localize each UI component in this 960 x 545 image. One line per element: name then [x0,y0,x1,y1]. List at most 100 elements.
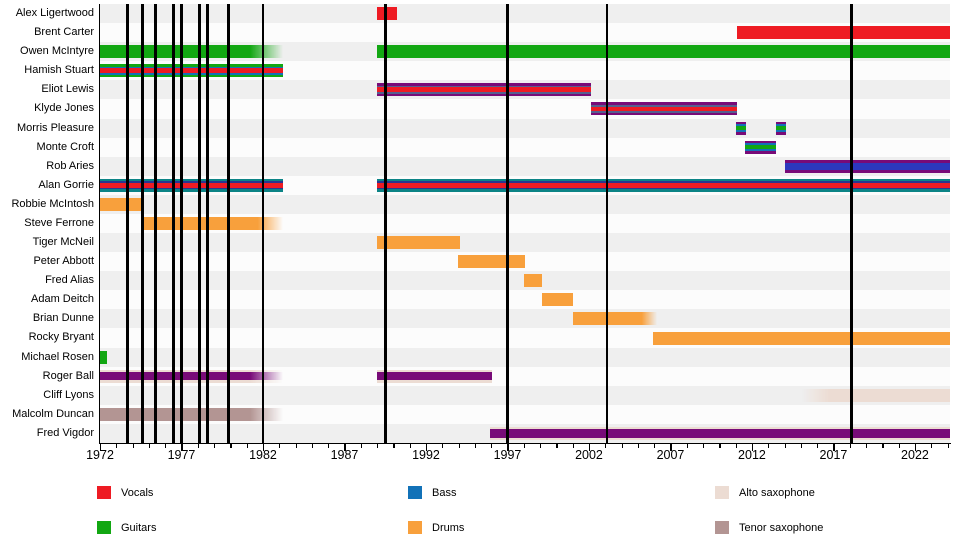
axis-minor-tick [540,444,542,448]
member-label: Malcolm Duncan [12,407,94,420]
axis-minor-tick [572,444,574,448]
row-background [100,309,950,329]
axis-year-label: 1987 [330,448,359,462]
instrument-stripe-alto [489,426,950,430]
instrument-stripe-keyboards [744,140,777,144]
studio-album-line [261,4,265,443]
legend-column: BassDrumsTrumpet [408,484,473,537]
member-bar [100,369,283,383]
instrument-stripe-vocals [100,68,283,74]
row-background [100,61,950,81]
instrument-stripe-vocals [590,106,738,112]
legend-item: Drums [408,519,473,537]
instrument-stripe-guitars [776,126,787,131]
row-background [100,347,950,367]
studio-album-line [198,4,201,443]
axis-major-tick [588,444,591,451]
row-background [100,213,950,234]
axis-major-tick [262,444,265,451]
member-bar [652,331,950,345]
instrument-stripe-teal [377,189,950,192]
legend-swatch-guitars [97,521,111,535]
instrument-stripe-drums [377,236,461,250]
instrument-stripe-navy [377,181,950,183]
axis-year-label: 2022 [901,448,929,462]
instrument-stripe-bass [776,124,787,127]
instrument-stripe-guitars [100,350,107,364]
axis-year-label: 2002 [575,448,603,462]
instrument-stripe-alto [489,437,950,440]
instrument-stripe-guitars [735,126,747,131]
axis-minor-tick [197,444,199,448]
member-bar [100,350,107,364]
instrument-stripe-vocals [737,26,950,40]
axis-minor-tick [523,444,525,448]
studio-album-line [180,4,183,443]
axis-minor-tick [246,444,248,448]
instrument-stripe-slate [377,85,591,88]
member-label: Brent Carter [34,26,94,39]
legend-label: Tenor saxophone [739,521,824,534]
instrument-stripe-keyboards [735,132,747,135]
row-background [100,137,950,157]
axis-minor-tick [230,444,232,448]
instrument-stripe-teal [100,189,283,192]
instrument-stripe-vocals [100,182,283,188]
member-label: Michael Rosen [21,350,94,363]
axis-minor-tick [491,444,493,448]
member-label: Morris Pleasure [16,121,94,134]
member-bar [590,102,738,116]
legend-item: Tenor saxophone [715,519,823,537]
legend-item: Vocals [97,484,174,502]
member-bar [572,312,658,326]
instrument-stripe-slate [590,104,738,107]
axis-year-label: 1992 [412,448,440,462]
instrument-stripe-drums [142,217,283,230]
instrument-stripe-alto [100,380,283,383]
member-bar [735,121,747,135]
instrument-stripe-navy [100,181,283,183]
axis-minor-tick [800,444,803,448]
axis-major-tick [344,444,346,451]
axis-minor-tick [148,444,151,448]
instrument-stripe-bass [776,130,787,133]
member-bar [776,121,787,135]
axis-minor-tick [214,444,216,448]
legend-label: Vocals [121,486,154,499]
plot-left-border [99,4,101,444]
instrument-stripe-slate [590,111,738,114]
axis-minor-tick [849,444,851,448]
row-background [100,290,950,310]
member-bar [784,159,950,173]
axis-minor-tick [556,444,558,448]
instrument-stripe-keyboards [784,159,950,163]
member-label: Monte Croft [36,140,94,153]
member-label: Eliot Lewis [41,83,94,96]
instrument-stripe-alto [100,369,283,372]
legend-swatch-vocals [97,486,111,500]
instrument-stripe-navy [100,187,283,190]
axis-minor-tick [866,444,868,448]
axis-year-label: 1972 [86,448,114,462]
axis-minor-tick [393,444,395,448]
instrument-stripe-vocals [377,87,591,93]
axis-minor-tick [654,444,656,448]
axis-minor-tick [637,444,640,448]
axis-major-tick [670,444,672,451]
year-axis [100,443,951,445]
member-bar [377,7,397,21]
axis-minor-tick [703,444,705,448]
row-background [100,4,950,24]
studio-album-line [227,4,231,443]
axis-major-tick [751,444,754,451]
member-label: Roger Ball [42,369,94,382]
member-bar [377,236,461,250]
instrument-stripe-alto [377,380,492,383]
instrument-stripe-vocals [377,182,950,188]
axis-minor-tick [898,444,900,448]
axis-year-label: 1977 [167,448,196,462]
member-bar [737,26,950,40]
instrument-stripe-keyboards [784,169,950,173]
member-label: Robbie McIntosh [11,197,94,210]
